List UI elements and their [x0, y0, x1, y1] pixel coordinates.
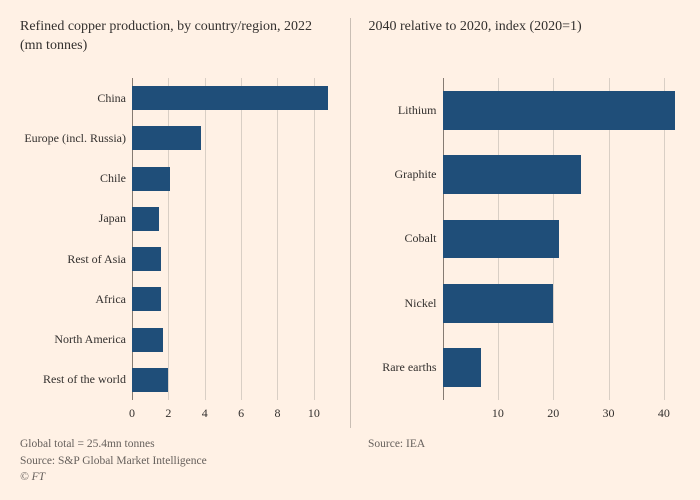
left-chart: China Europe (incl. Russia) Chile Japan Rest…: [20, 78, 332, 428]
bar: [132, 328, 163, 352]
bar: [443, 91, 675, 130]
bar-label: North America: [54, 332, 132, 347]
x-tick: 10: [492, 406, 504, 421]
bar-row: Japan: [132, 207, 332, 231]
bar-row: Cobalt: [443, 220, 681, 259]
x-tick: 8: [274, 406, 280, 421]
bar-row: Graphite: [443, 155, 681, 194]
bar-label: Africa: [95, 292, 132, 307]
bar-label: Rest of Asia: [67, 252, 132, 267]
plot-area: China Europe (incl. Russia) Chile Japan Rest…: [132, 78, 332, 400]
bar-row: Rest of the world: [132, 368, 332, 392]
bar: [132, 247, 161, 271]
bar-row: Chile: [132, 167, 332, 191]
bar-row: Rare earths: [443, 348, 681, 387]
bar-row: China: [132, 86, 332, 110]
bar-row: Africa: [132, 287, 332, 311]
bar-label: Lithium: [398, 103, 443, 118]
x-tick: 30: [603, 406, 615, 421]
bar-label: Nickel: [405, 296, 443, 311]
bar: [132, 86, 328, 110]
bar: [132, 126, 201, 150]
bar: [132, 167, 170, 191]
left-subtitle: Refined copper production, by country/re…: [20, 18, 332, 70]
x-tick: 0: [129, 406, 135, 421]
x-tick: 4: [202, 406, 208, 421]
bar-row: Nickel: [443, 284, 681, 323]
left-source: Source: S&P Global Market Intelligence: [20, 453, 332, 470]
x-axis: 10 20 30 40: [443, 400, 681, 428]
bar-row: North America: [132, 328, 332, 352]
bar: [132, 287, 161, 311]
bar-row: Europe (incl. Russia): [132, 126, 332, 150]
right-chart: Lithium Graphite Cobalt Nickel Rare earths 10…: [369, 78, 681, 428]
bar-label: Chile: [100, 171, 132, 186]
x-tick: 20: [547, 406, 559, 421]
plot-area: Lithium Graphite Cobalt Nickel Rare earths: [443, 78, 681, 400]
bar: [132, 368, 168, 392]
bar-label: Japan: [99, 211, 132, 226]
x-tick: 10: [308, 406, 320, 421]
panels: Refined copper production, by country/re…: [20, 18, 680, 428]
bar-row: Rest of Asia: [132, 247, 332, 271]
bar-label: China: [97, 91, 132, 106]
bar: [132, 207, 159, 231]
copyright: © FT: [20, 469, 332, 486]
left-note: Global total = 25.4mn tonnes: [20, 436, 332, 453]
footer-left: Global total = 25.4mn tonnes Source: S&P…: [20, 436, 350, 486]
x-tick: 6: [238, 406, 244, 421]
bar: [443, 348, 482, 387]
bar-label: Rare earths: [382, 360, 442, 375]
right-panel: 2040 relative to 2020, index (2020=1) Li…: [350, 18, 681, 428]
left-panel: Refined copper production, by country/re…: [20, 18, 350, 428]
bar-label: Rest of the world: [43, 372, 132, 387]
bar: [443, 220, 559, 259]
right-source: Source: IEA: [368, 436, 680, 453]
x-tick: 2: [165, 406, 171, 421]
bar: [443, 284, 554, 323]
right-subtitle: 2040 relative to 2020, index (2020=1): [369, 18, 681, 70]
bar: [443, 155, 581, 194]
x-tick: 40: [658, 406, 670, 421]
bar-label: Graphite: [395, 167, 443, 182]
x-axis: 0 2 4 6 8 10: [132, 400, 332, 428]
footer-right: Source: IEA: [350, 436, 680, 486]
footer: Global total = 25.4mn tonnes Source: S&P…: [20, 436, 680, 486]
bar-row: Lithium: [443, 91, 681, 130]
bar-label: Cobalt: [405, 231, 443, 246]
bar-label: Europe (incl. Russia): [24, 131, 132, 146]
